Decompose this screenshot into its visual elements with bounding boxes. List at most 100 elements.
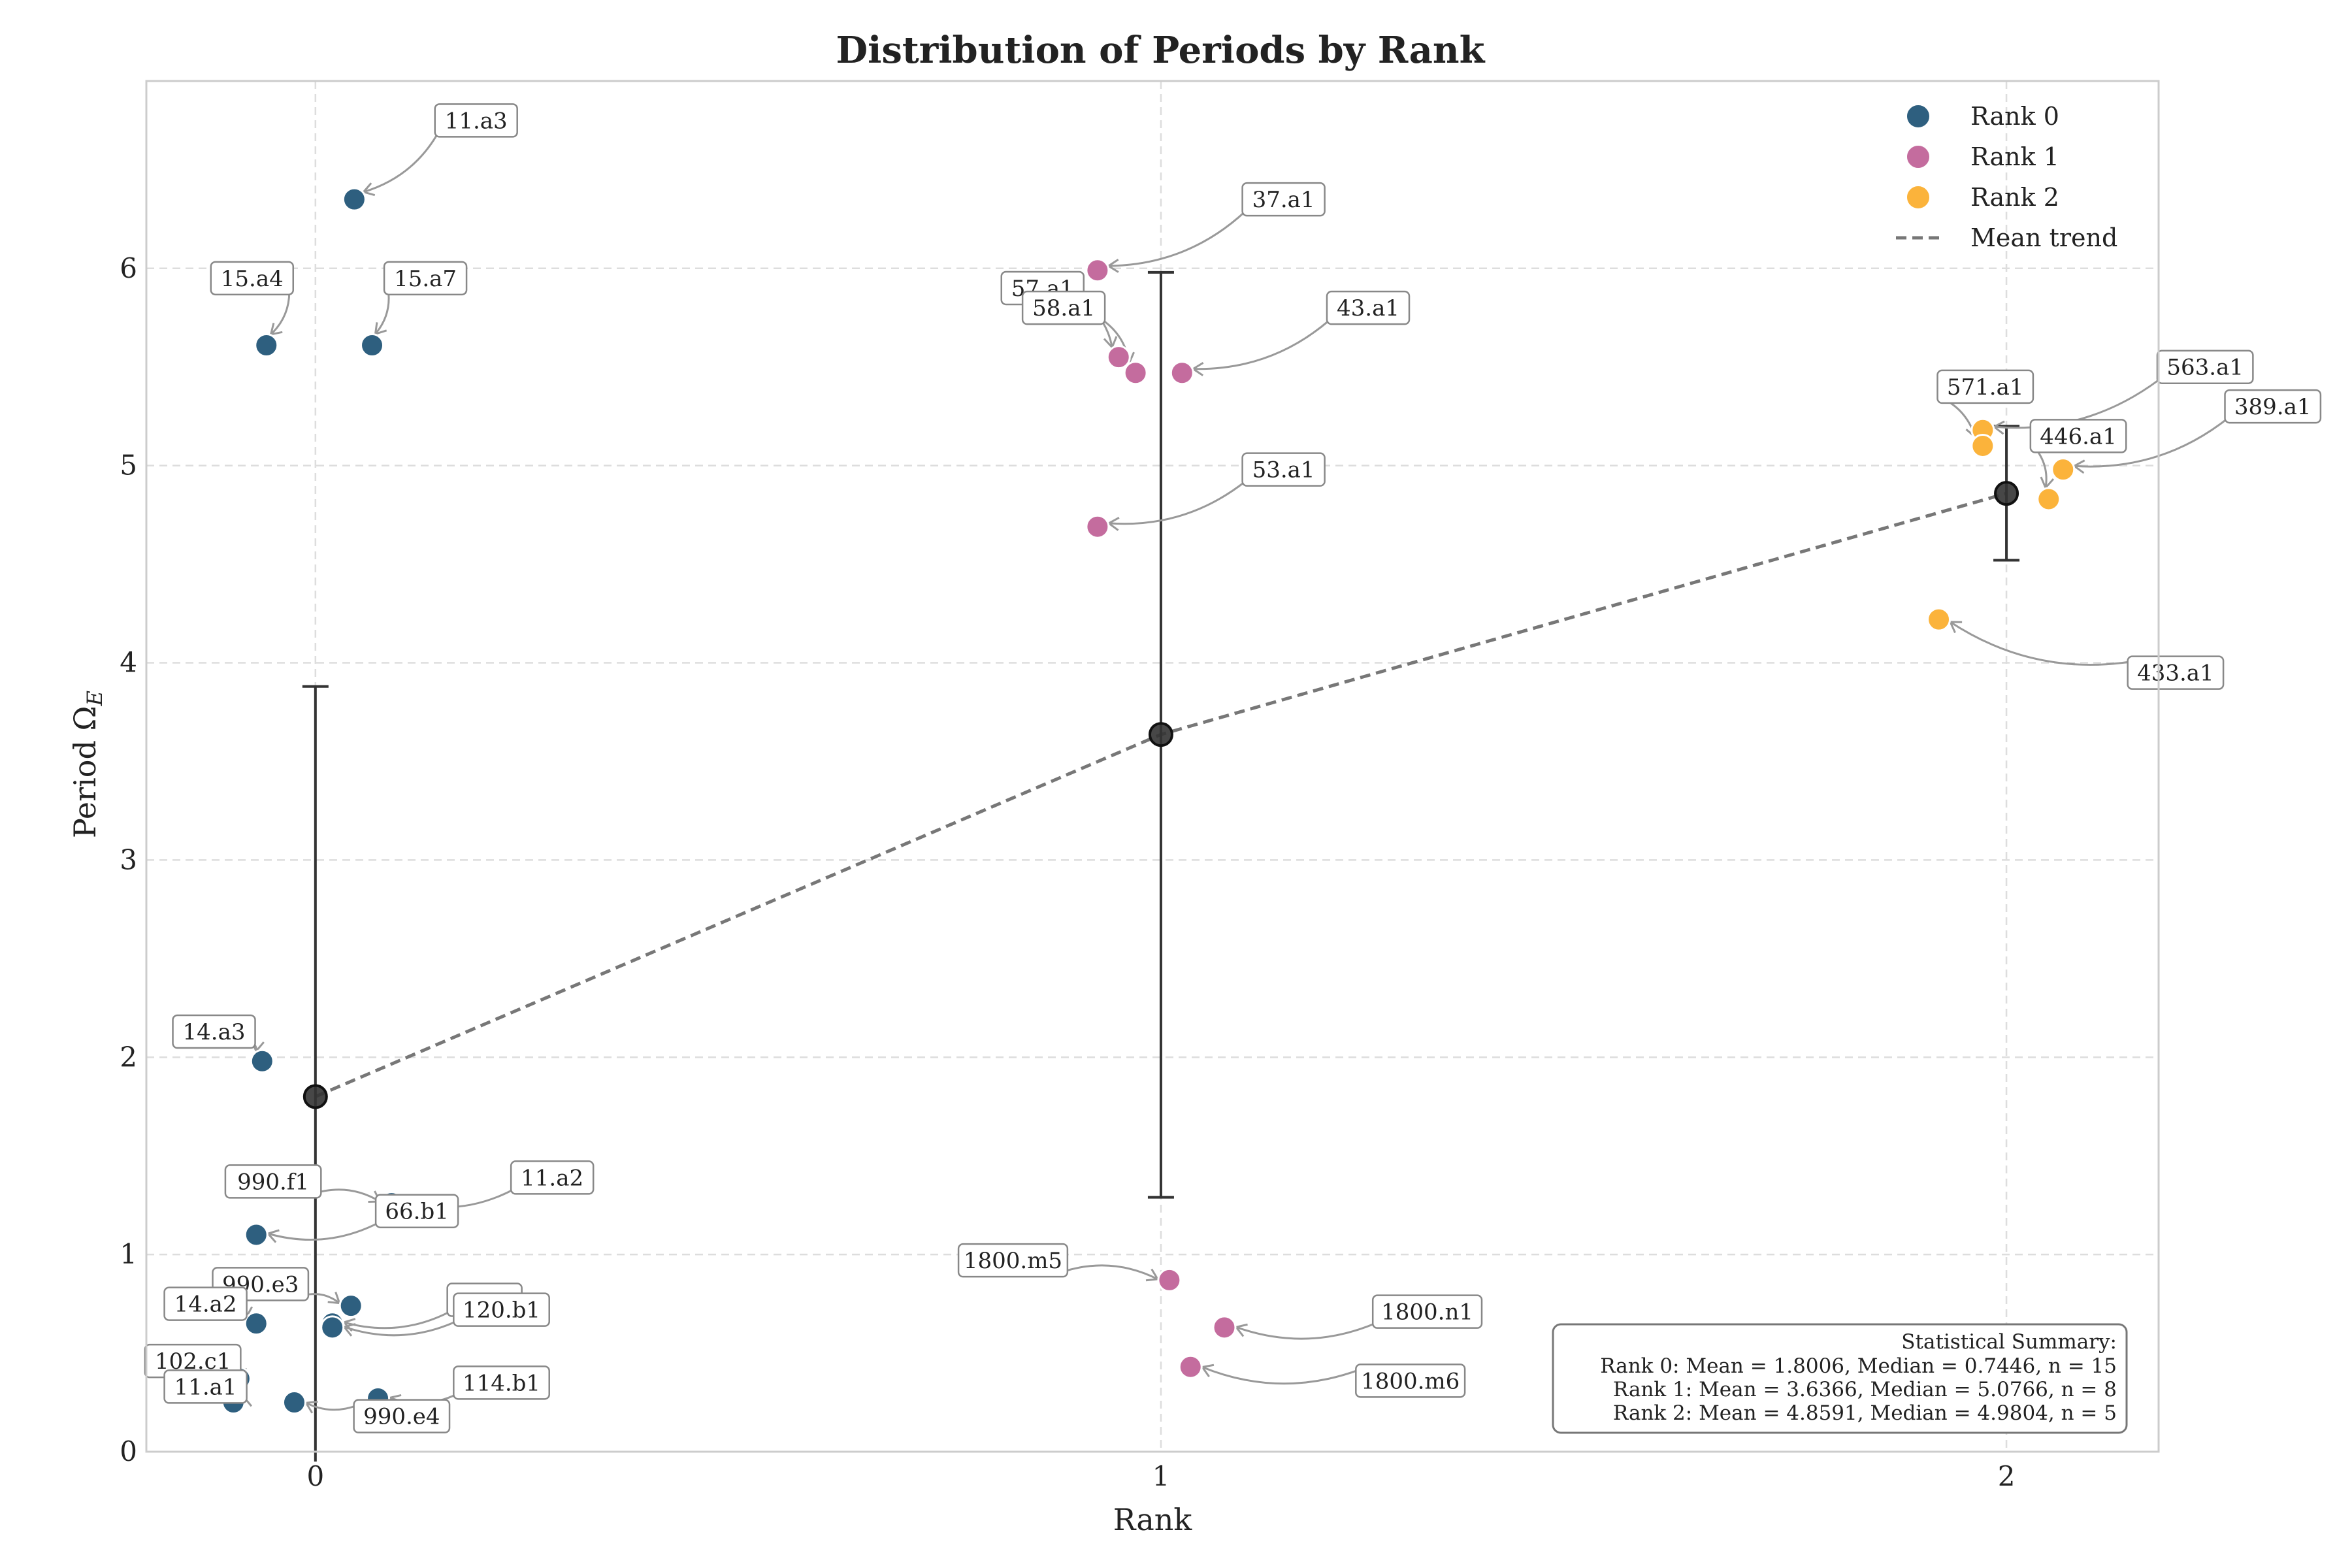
annotation-box (1371, 1294, 1483, 1329)
annotation-label: 58.a1 (1032, 295, 1095, 321)
annotation-box (1355, 1364, 1466, 1398)
annotation-arrow (316, 1188, 381, 1203)
data-point (1085, 258, 1110, 283)
annotation-box (1021, 290, 1106, 325)
annotation-label: 43.a1 (1337, 295, 1399, 321)
annotation-arrow (374, 289, 390, 335)
annotation-arrow (1108, 480, 1247, 525)
annotation-box (163, 1369, 248, 1404)
data-point (342, 187, 367, 212)
summary-box (1552, 1323, 2128, 1434)
data-point (1927, 607, 1952, 632)
annotation-arrow (1993, 377, 2162, 429)
x-tick-label: 0 (306, 1460, 324, 1492)
annotation-label: 114.b1 (463, 1370, 540, 1396)
mean-point (1148, 722, 1173, 747)
data-point (1157, 1267, 1182, 1292)
annotation-box (163, 1286, 248, 1321)
annotation-label: 120.b1 (463, 1298, 540, 1324)
y-axis-label-sub: E (82, 691, 107, 706)
summary-line: Rank 2: Mean = 4.8591, Median = 4.9804, … (1613, 1401, 2117, 1425)
data-point (250, 1049, 274, 1073)
annotation-labels: 11.a3 15.a4 15.a7 14.a3 990.f1 11.a2 66.b1 990.… (144, 103, 2322, 1433)
annotation-box (2029, 419, 2127, 453)
annotation-box (1241, 182, 1326, 217)
annotation-box (374, 1194, 459, 1228)
annotation-arrow (1193, 318, 1331, 370)
annotation-label: 1800.m5 (964, 1248, 1062, 1274)
data-point (1212, 1315, 1237, 1340)
y-tick-label: 6 (120, 252, 137, 284)
data-point (2051, 457, 2076, 482)
annotation-label: 1800.m6 (1361, 1368, 1460, 1394)
legend-label: Rank 2 (1970, 183, 2059, 212)
annotation-label: 66.b1 (385, 1199, 448, 1225)
annotation-arrow (267, 1221, 380, 1241)
summary-title: Statistical Summary: (1901, 1330, 2117, 1354)
annotation-label: 15.a7 (394, 266, 457, 292)
annotation-arrow (305, 1401, 359, 1411)
y-tick-label: 4 (120, 647, 137, 679)
x-tick-label: 1 (1152, 1460, 1170, 1492)
annotation-box (2156, 350, 2254, 384)
annotation-box (224, 1164, 322, 1199)
annotation-label: 990.f1 (237, 1169, 309, 1195)
data-point (1970, 433, 1995, 458)
annotation-arrow (2074, 416, 2230, 468)
data-point (338, 1294, 363, 1318)
annotation-arrows (233, 131, 2230, 1414)
x-tick-label: 2 (1998, 1460, 2016, 1492)
annotation-label: 990.e4 (363, 1404, 440, 1430)
annotation-arrow (1108, 210, 1247, 267)
mean-markers (302, 481, 2019, 1109)
mean-point (302, 1084, 328, 1109)
data-point (320, 1315, 345, 1340)
data-point (1085, 514, 1110, 539)
y-tick-label: 0 (120, 1435, 137, 1467)
annotation-arrow (2033, 446, 2048, 488)
data-point (1123, 361, 1148, 385)
statistical-summary: Statistical Summary: Rank 0: Mean = 1.80… (1552, 1323, 2128, 1434)
data-point (254, 333, 279, 358)
annotation-arrow (363, 131, 440, 193)
annotation-label: 433.a1 (2137, 661, 2214, 687)
annotation-label: 563.a1 (2166, 355, 2244, 381)
y-tick-label: 5 (120, 449, 137, 482)
mean-point (1994, 481, 2019, 506)
legend-label: Rank 0 (1970, 102, 2059, 131)
annotation-box (1326, 290, 1411, 325)
data-point (1106, 345, 1131, 370)
data-point (282, 1390, 306, 1415)
annotation-label: 389.a1 (2234, 394, 2311, 420)
data-point (360, 333, 385, 358)
y-tick-label: 1 (120, 1238, 137, 1270)
summary-line: Rank 0: Mean = 1.8006, Median = 0.7446, … (1600, 1354, 2117, 1378)
annotation-box (210, 261, 295, 296)
annotation-box (1241, 452, 1326, 487)
legend-marker (1906, 104, 1931, 129)
annotation-arrow (1950, 621, 2132, 666)
annotation-label: 53.a1 (1252, 457, 1315, 483)
annotation-box (510, 1160, 595, 1195)
annotation-label: 14.a3 (183, 1019, 246, 1045)
legend-label: Rank 1 (1970, 142, 2059, 171)
data-point (244, 1222, 269, 1247)
data-point (1169, 361, 1194, 385)
y-tick-label: 2 (120, 1041, 137, 1073)
annotation-box (383, 261, 468, 296)
annotation-box (2127, 655, 2225, 690)
data-point (1178, 1354, 1203, 1379)
annotation-box (2224, 389, 2322, 424)
data-point (244, 1311, 269, 1336)
scatter-points (221, 187, 2076, 1415)
annotation-box (453, 1292, 550, 1327)
annotation-label: 15.a4 (221, 266, 284, 292)
chart-title: Distribution of Periods by Rank (836, 29, 1486, 72)
annotation-label: 11.a2 (521, 1165, 583, 1191)
annotation-label: 11.a1 (174, 1374, 237, 1400)
annotation-arrow (1235, 1322, 1377, 1340)
legend-marker (1906, 144, 1931, 169)
annotation-box (957, 1243, 1069, 1278)
annotation-arrow (270, 289, 291, 335)
x-axis-label: Rank (1113, 1502, 1193, 1537)
